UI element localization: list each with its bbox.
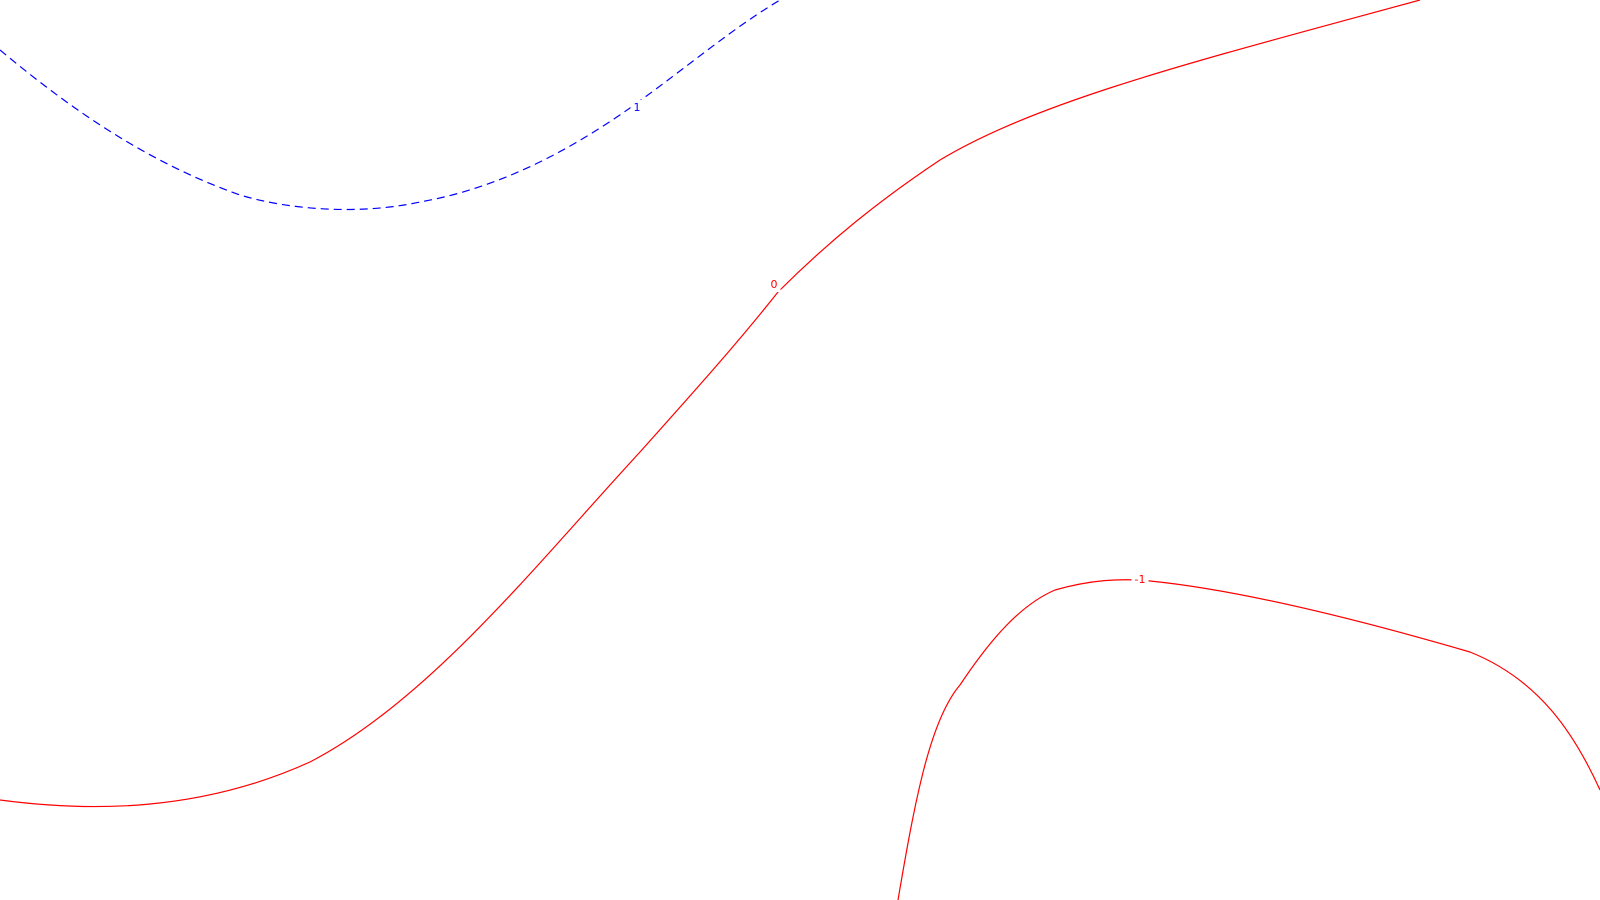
- contour-label-background: [1131, 572, 1149, 587]
- contour-line-level-1: [0, 0, 781, 211]
- contour-label-background: [630, 100, 644, 115]
- contour-label-level-minus-1: -1: [1135, 573, 1146, 586]
- contour-label-level-0: 0: [771, 278, 778, 291]
- contour-label-level-1: 1: [634, 101, 641, 114]
- contour-line-level-0: [0, 0, 1421, 808]
- contour-label-background: [767, 277, 781, 292]
